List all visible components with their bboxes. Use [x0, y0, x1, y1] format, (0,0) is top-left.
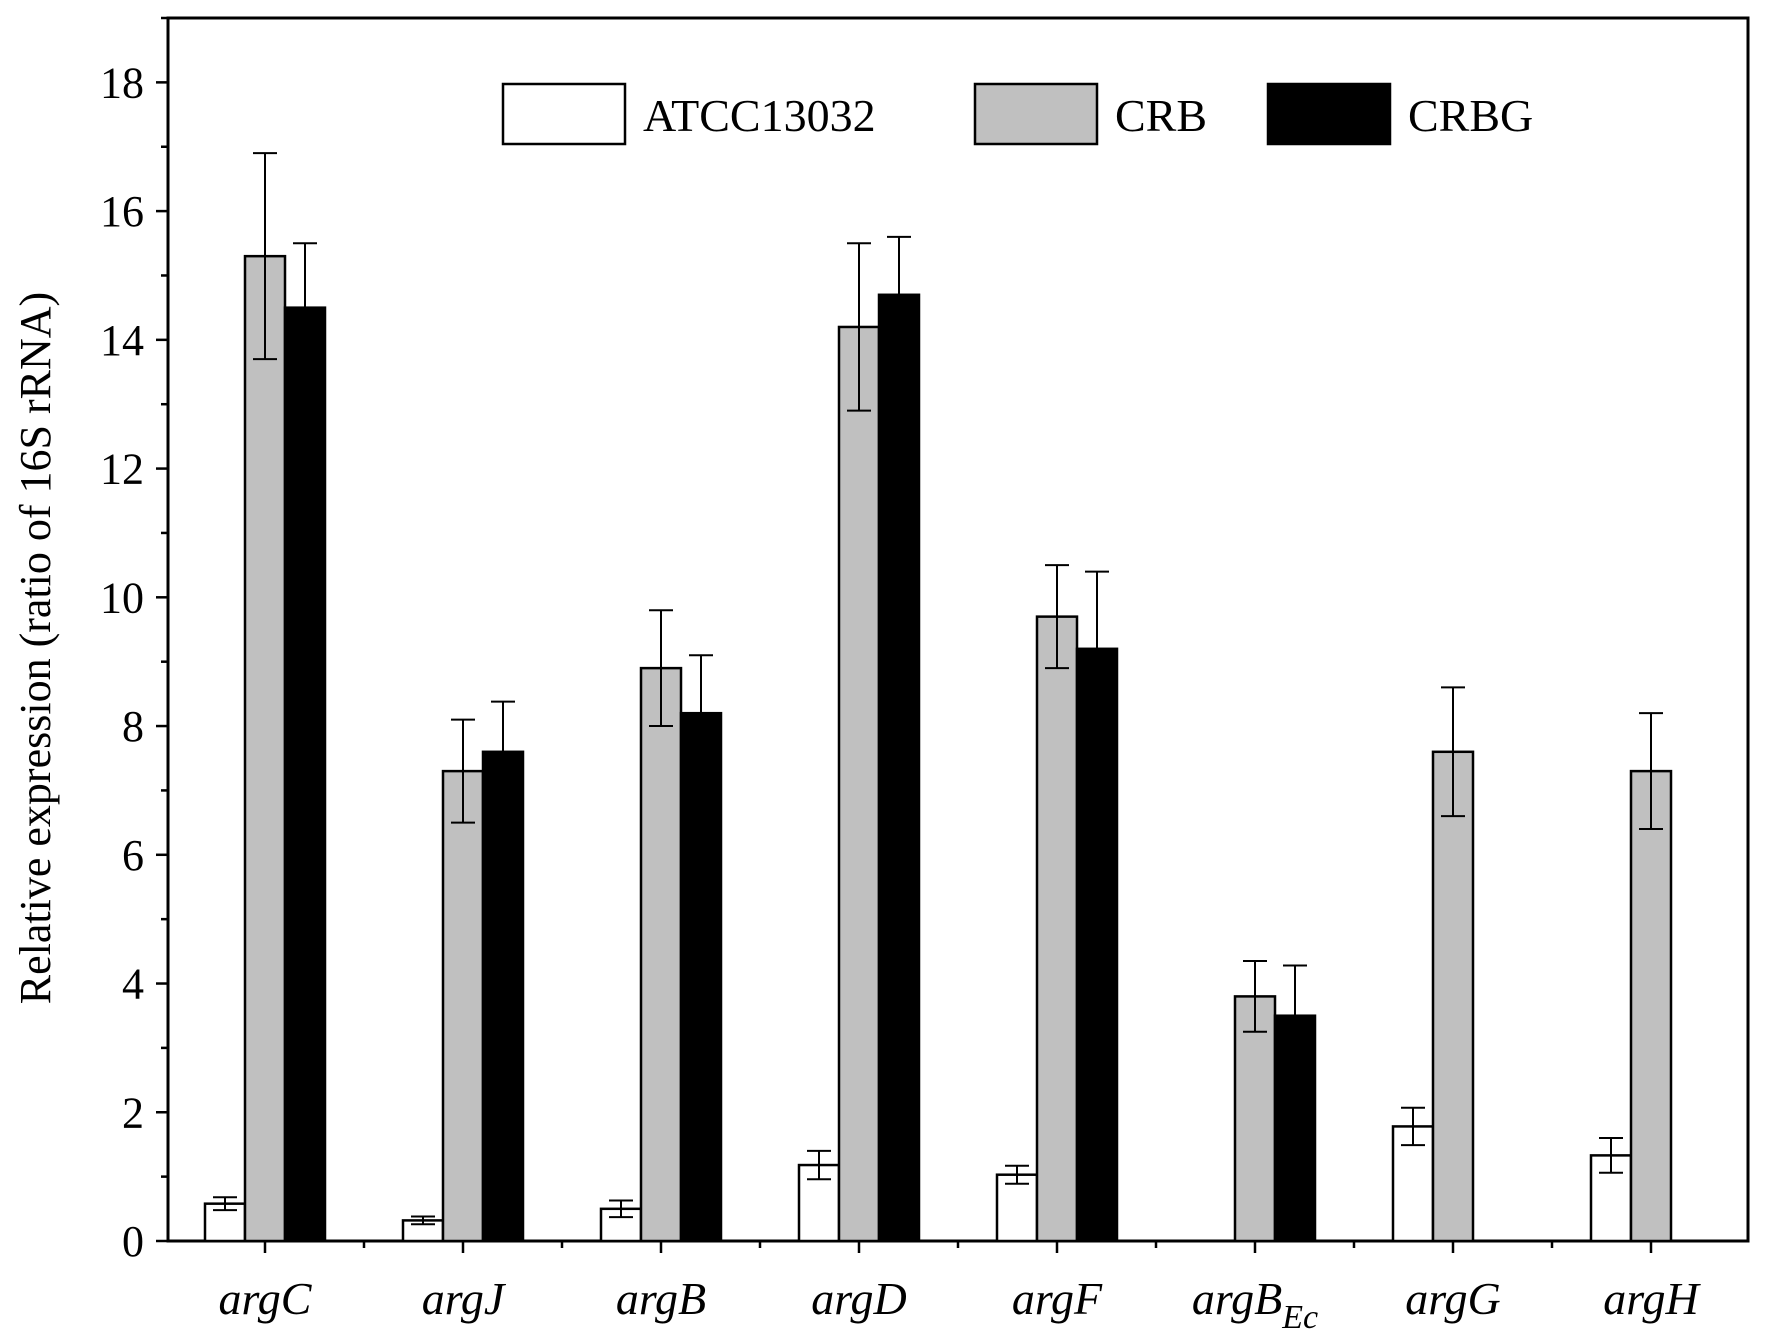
error-bars-layer [213, 152, 1663, 1226]
x-category-label: argJ [422, 1273, 507, 1324]
bar-crb-argf [1035, 615, 1079, 1243]
y-tick-label: 12 [100, 445, 144, 494]
bar-crb-argj [441, 769, 485, 1243]
x-category-label: argD [811, 1273, 906, 1324]
bar-crbg-argc [283, 306, 327, 1243]
bar-crb-argc [243, 254, 287, 1243]
bar-crbg-argf [1075, 647, 1119, 1243]
x-category-label: argB [616, 1273, 706, 1324]
bar-atcc13032-argf [995, 1173, 1039, 1243]
x-category-label: argG [1405, 1273, 1500, 1324]
legend: ATCC13032 CRB CRBG [501, 82, 1533, 146]
bar-atcc13032-argh [1589, 1154, 1633, 1243]
x-axis-ticks: argC argJ argB argD argF argBEc argG argH [219, 1241, 1701, 1336]
y-axis-title: Relative expression (ratio of 16S rRNA) [11, 292, 60, 1004]
plot-frame [166, 16, 1750, 1243]
y-tick-label: 4 [122, 960, 144, 1009]
y-tick-label: 8 [122, 702, 144, 751]
x-category-label: argBEc [1192, 1273, 1318, 1336]
y-tick-label: 10 [100, 573, 144, 622]
y-tick-label: 0 [122, 1217, 144, 1266]
y-tick-label: 2 [122, 1088, 144, 1137]
legend-label-crbg: CRBG [1408, 90, 1533, 141]
bar-crb-argd [837, 325, 881, 1243]
bar-crb-argb [639, 666, 683, 1243]
legend-label-atcc13032: ATCC13032 [643, 90, 876, 141]
bars-layer [203, 254, 1673, 1243]
axes [166, 16, 1750, 1243]
bar-crb-argg [1431, 750, 1475, 1243]
y-tick-label: 18 [100, 58, 144, 107]
x-category-label: argC [219, 1273, 313, 1324]
y-tick-label: 14 [100, 316, 144, 365]
bar-crb-argb-ec [1233, 995, 1277, 1243]
bar-crbg-argj [481, 750, 525, 1243]
bar-crb-argh [1629, 769, 1673, 1243]
legend-swatch-crb [973, 82, 1099, 146]
legend-swatch-atcc13032 [501, 82, 627, 146]
legend-swatch-crbg [1266, 82, 1392, 146]
y-axis-ticks: 0 2 4 6 8 10 12 14 16 18 [100, 16, 168, 1266]
x-category-label: argH [1603, 1273, 1701, 1324]
bar-crbg-argd [877, 293, 921, 1243]
legend-label-crb: CRB [1115, 90, 1207, 141]
y-tick-label: 16 [100, 187, 144, 236]
bar-crbg-argb [679, 711, 723, 1243]
x-category-label: argF [1012, 1273, 1103, 1324]
y-tick-label: 6 [122, 831, 144, 880]
